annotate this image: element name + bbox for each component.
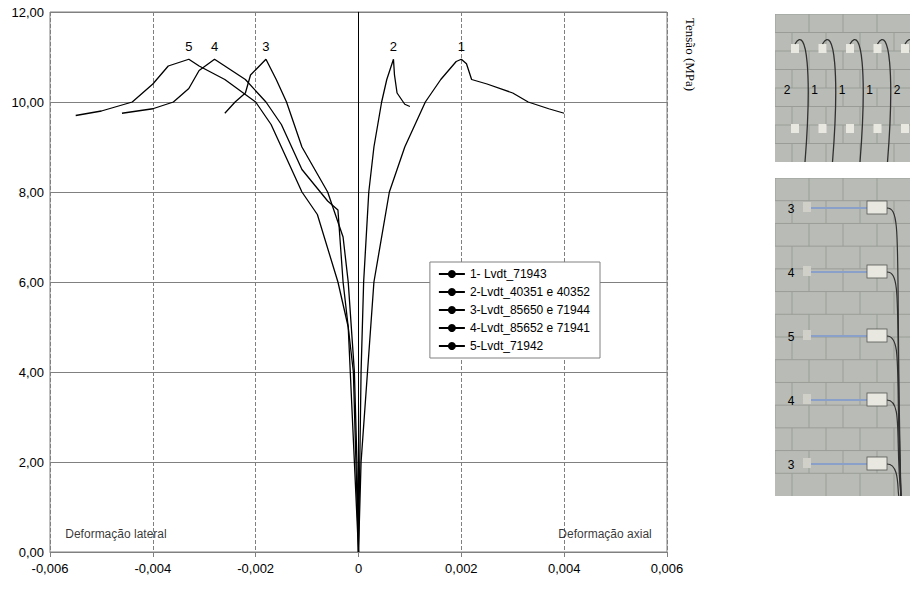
svg-text:2,00: 2,00 bbox=[19, 455, 44, 470]
svg-text:4: 4 bbox=[788, 266, 795, 280]
svg-text:0,00: 0,00 bbox=[19, 545, 44, 560]
svg-text:2-Lvdt_40351 e 40352: 2-Lvdt_40351 e 40352 bbox=[470, 285, 590, 299]
svg-text:3: 3 bbox=[788, 202, 795, 216]
svg-text:10,00: 10,00 bbox=[11, 95, 44, 110]
svg-text:Tensão (MPa): Tensão (MPa) bbox=[683, 18, 698, 91]
svg-text:1: 1 bbox=[458, 39, 465, 54]
svg-text:0,002: 0,002 bbox=[445, 561, 478, 576]
svg-text:-0,002: -0,002 bbox=[237, 561, 274, 576]
svg-text:Deformação axial: Deformação axial bbox=[558, 527, 651, 541]
svg-text:5: 5 bbox=[788, 330, 795, 344]
svg-text:0,004: 0,004 bbox=[548, 561, 581, 576]
svg-text:2: 2 bbox=[784, 83, 791, 97]
svg-text:3: 3 bbox=[788, 458, 795, 472]
svg-text:6,00: 6,00 bbox=[19, 275, 44, 290]
svg-text:1: 1 bbox=[811, 83, 818, 97]
svg-text:5-Lvdt_71942: 5-Lvdt_71942 bbox=[470, 339, 544, 353]
svg-text:3-Lvdt_85650 e 71944: 3-Lvdt_85650 e 71944 bbox=[470, 303, 590, 317]
svg-text:3: 3 bbox=[262, 39, 269, 54]
svg-text:4,00: 4,00 bbox=[19, 365, 44, 380]
svg-text:0: 0 bbox=[355, 561, 362, 576]
svg-text:1: 1 bbox=[866, 83, 873, 97]
svg-text:0,006: 0,006 bbox=[651, 561, 684, 576]
svg-text:Deformação lateral: Deformação lateral bbox=[65, 527, 166, 541]
svg-text:1: 1 bbox=[839, 83, 846, 97]
svg-text:4: 4 bbox=[788, 394, 795, 408]
svg-text:12,00: 12,00 bbox=[11, 5, 44, 20]
svg-text:2: 2 bbox=[390, 39, 397, 54]
svg-text:4-Lvdt_85652 e 71941: 4-Lvdt_85652 e 71941 bbox=[470, 321, 590, 335]
svg-text:4: 4 bbox=[211, 39, 218, 54]
svg-text:1- Lvdt_71943: 1- Lvdt_71943 bbox=[470, 267, 547, 281]
svg-text:-0,006: -0,006 bbox=[32, 561, 69, 576]
svg-text:5: 5 bbox=[185, 39, 192, 54]
svg-text:8,00: 8,00 bbox=[19, 185, 44, 200]
svg-text:2: 2 bbox=[894, 83, 901, 97]
svg-text:-0,004: -0,004 bbox=[134, 561, 171, 576]
